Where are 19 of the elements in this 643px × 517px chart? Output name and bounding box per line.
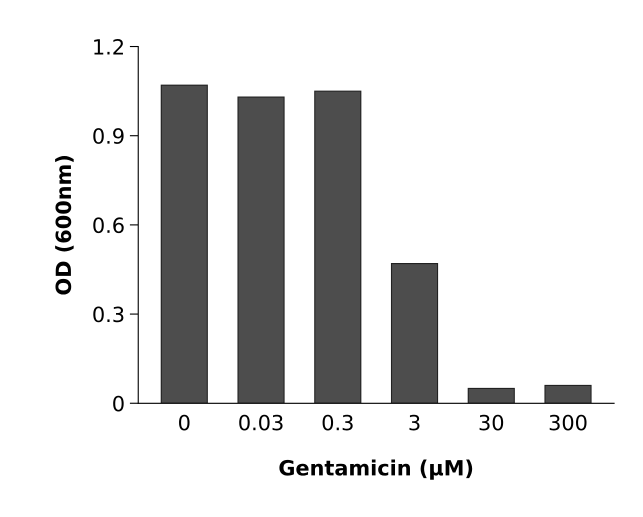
x-tick-label: 300 <box>550 414 587 430</box>
x-tick-label: 0.3 <box>322 414 353 430</box>
bar <box>237 96 285 404</box>
bar <box>544 384 592 404</box>
y-tick-label: 0.9 <box>93 128 124 144</box>
bar <box>314 90 362 404</box>
bar <box>390 262 438 404</box>
y-axis-title: OD (600nm) <box>55 156 74 295</box>
x-tick-label: 3 <box>409 414 420 430</box>
bar <box>160 84 208 404</box>
x-tick-label: 30 <box>480 414 504 430</box>
y-tick-label: 0 <box>113 396 124 412</box>
x-axis-title: Gentamicin (μM) <box>279 460 472 480</box>
y-tick-label: 0.3 <box>93 306 124 322</box>
y-tick-label: 0.6 <box>93 217 124 234</box>
bar <box>468 388 515 404</box>
x-tick-label: 0.03 <box>239 414 283 430</box>
x-tick-label: 0 <box>179 414 190 430</box>
y-tick-label: 1.2 <box>94 38 123 54</box>
